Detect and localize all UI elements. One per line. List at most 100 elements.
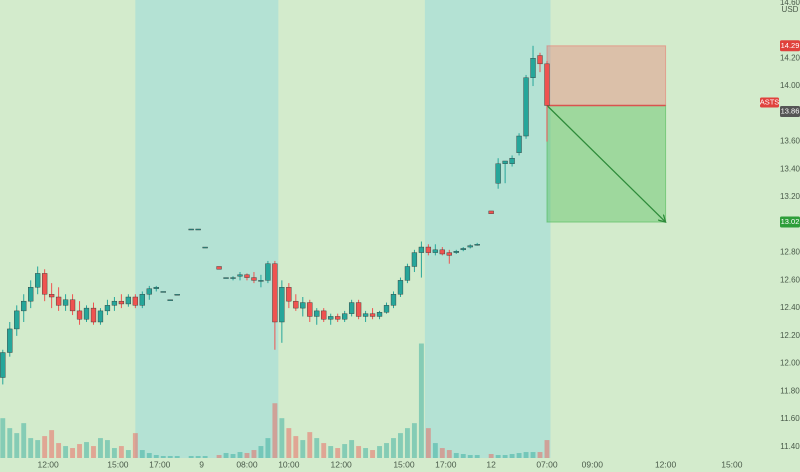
candle-body: [439, 249, 445, 255]
y-tick-label: 12.40: [780, 303, 800, 312]
y-tick-label: 14.60: [780, 0, 800, 7]
stop-label-box: [780, 40, 800, 52]
x-tick-label: 12:00: [331, 459, 353, 469]
x-tick-label: 10:00: [278, 459, 300, 469]
volume-bar: [237, 452, 243, 458]
y-tick-label: 12.00: [780, 359, 800, 368]
y-tick-label: 13.60: [780, 137, 800, 146]
volume-bar: [105, 440, 110, 458]
volume-bar: [244, 453, 250, 458]
x-tick-label: 08:00: [236, 459, 258, 469]
candle-body: [167, 299, 173, 301]
candle-body: [453, 251, 459, 253]
volume-bar: [342, 444, 348, 458]
volume-bar: [439, 448, 445, 458]
volume-bar: [70, 448, 75, 458]
y-tick-label: 12.80: [780, 248, 800, 257]
volume-bar: [84, 442, 89, 458]
volume-bar: [293, 436, 299, 458]
candle-body: [362, 313, 369, 317]
volume-bar: [300, 440, 306, 458]
volume-bar: [167, 456, 173, 458]
candle-body: [35, 273, 41, 288]
volume-bar: [328, 446, 334, 458]
volume-bar: [488, 454, 494, 458]
candle-body: [321, 310, 327, 320]
candle-body: [502, 160, 508, 164]
candle-body: [104, 305, 111, 312]
volume-bar: [160, 456, 166, 458]
candle-body: [62, 299, 69, 306]
volume-bar: [63, 446, 69, 458]
volume-bar: [418, 343, 424, 458]
volume-bar: [230, 454, 236, 458]
volume-bar: [216, 455, 222, 458]
volume-bar: [265, 438, 271, 458]
volume-bar: [195, 456, 201, 458]
candle-body: [467, 245, 473, 248]
volume-bar: [370, 450, 375, 458]
candle-body: [230, 277, 236, 279]
candle-body: [509, 158, 515, 164]
volume-bar: [537, 452, 543, 458]
candle-body: [418, 246, 425, 253]
candle-body: [76, 310, 83, 320]
volume-bar: [405, 428, 410, 458]
candle-body: [335, 316, 341, 320]
y-tick-label: 11.60: [780, 414, 800, 423]
candle-body: [355, 302, 362, 317]
volume-bar: [398, 433, 403, 458]
x-tick-label: 12:00: [655, 459, 677, 469]
volume-bar: [425, 428, 431, 458]
x-tick-label: 17:00: [149, 459, 171, 469]
candle-body: [383, 305, 390, 313]
candle-body: [523, 77, 529, 137]
candle-body: [14, 310, 20, 330]
candle-body: [28, 287, 34, 302]
candle-body: [537, 55, 543, 65]
candle-body: [237, 274, 243, 277]
volume-bar: [467, 455, 473, 458]
candle-body: [446, 252, 452, 256]
candle-body: [7, 328, 13, 353]
candle-body: [97, 310, 104, 323]
volume-bar: [28, 438, 34, 458]
candle-body: [118, 300, 125, 305]
volume-bar: [7, 428, 13, 458]
volume-bar: [98, 438, 103, 458]
candle-body: [195, 228, 201, 231]
candle-body: [125, 296, 132, 305]
stop-zone: [546, 45, 667, 106]
volume-bar: [21, 423, 27, 458]
candle-body: [397, 280, 404, 295]
candle-body: [516, 135, 522, 153]
volume-bar: [91, 446, 96, 458]
candle-body: [369, 313, 376, 317]
volume-bar: [286, 428, 292, 458]
candle-body: [404, 266, 411, 281]
volume-bar: [321, 443, 327, 458]
volume-bar: [111, 448, 117, 458]
candle-body: [300, 302, 306, 309]
target-label-box: [780, 216, 800, 228]
volume-bar: [314, 438, 320, 458]
volume-bar: [509, 454, 515, 458]
volume-bar: [56, 443, 62, 458]
volume-bar: [42, 436, 48, 458]
volume-bar: [453, 453, 459, 458]
volume-bar: [258, 446, 264, 458]
volume-bar: [544, 440, 550, 458]
candle-body: [139, 294, 145, 306]
volume-bar: [377, 446, 382, 458]
candle-body: [202, 246, 208, 249]
candle-body: [132, 296, 138, 306]
symbol-label: ASTS: [760, 97, 780, 106]
volume-bar: [495, 455, 501, 458]
candle-body: [279, 287, 285, 323]
candle-body: [42, 273, 48, 295]
volume-bar: [272, 403, 278, 458]
volume-bar: [356, 446, 362, 458]
candle-body: [495, 163, 501, 184]
volume-bar: [0, 418, 6, 458]
volume-bar: [202, 456, 208, 458]
